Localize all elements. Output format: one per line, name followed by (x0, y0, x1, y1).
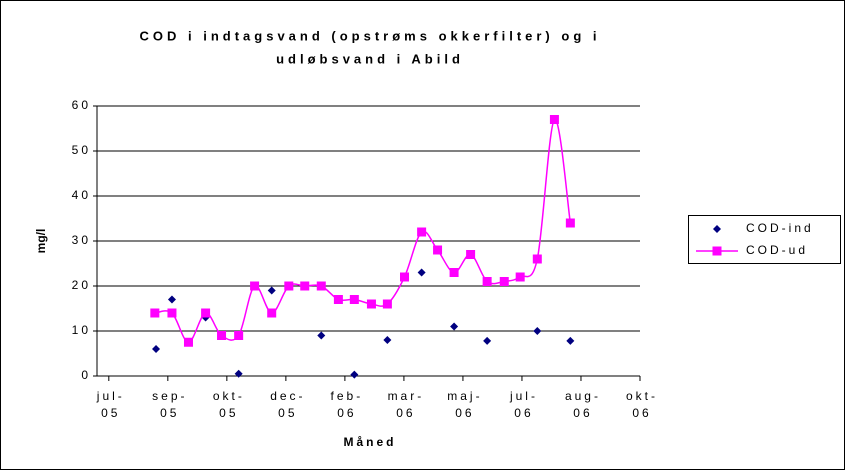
x-tick-label: okt-06 (625, 389, 658, 420)
marker (217, 331, 227, 340)
marker (183, 337, 193, 347)
marker (201, 308, 211, 318)
x-tick-label: maj-06 (447, 389, 483, 420)
marker (366, 299, 376, 309)
x-tick-label: sep-05 (152, 389, 188, 420)
marker (515, 272, 525, 282)
marker (549, 115, 559, 124)
marker (267, 286, 276, 295)
y-axis-title: mg/l (34, 229, 48, 254)
x-tick-label: jul-05 (96, 389, 125, 420)
legend-label: COD-ud (746, 243, 808, 257)
y-tick-label: 20 (72, 278, 91, 292)
marker (267, 308, 277, 318)
marker (167, 295, 176, 304)
marker (300, 281, 310, 291)
marker (383, 336, 392, 344)
y-tick-label: 50 (72, 143, 91, 157)
marker (400, 272, 410, 282)
legend-marker (713, 225, 721, 233)
chart-title: COD i indtagsvand (opstrøms okkerfilter)… (140, 28, 601, 43)
marker (150, 308, 160, 318)
marker (333, 295, 343, 304)
marker (382, 299, 392, 309)
marker (316, 281, 326, 291)
marker (533, 327, 542, 335)
legend-label: COD-ind (746, 221, 814, 235)
marker (449, 268, 459, 277)
series-line (154, 118, 572, 344)
x-tick-label: dec-05 (270, 389, 306, 420)
y-tick-label: 60 (72, 98, 91, 112)
marker (167, 308, 177, 318)
marker (234, 369, 243, 378)
marker (349, 295, 359, 304)
marker (450, 322, 459, 331)
marker (284, 281, 294, 291)
x-tick-label: mar-06 (387, 389, 425, 420)
marker (565, 218, 575, 228)
y-tick-label: 30 (72, 233, 91, 247)
chart-title: udløbsvand i Abild (276, 51, 464, 66)
y-tick-label: 10 (72, 323, 91, 337)
marker (482, 277, 492, 286)
x-tick-label: okt-05 (212, 389, 245, 420)
marker (433, 245, 443, 255)
marker (317, 331, 326, 340)
marker (466, 250, 476, 259)
x-axis-title: Måned (343, 435, 396, 449)
x-tick-label: feb-06 (330, 389, 364, 420)
y-tick-label: 40 (72, 188, 91, 202)
marker (532, 254, 542, 264)
legend-marker (712, 246, 722, 256)
marker (417, 227, 427, 237)
marker (483, 336, 492, 345)
x-tick-label: aug-06 (564, 389, 601, 420)
marker (152, 345, 161, 353)
marker (234, 331, 244, 340)
marker (566, 336, 575, 345)
marker (250, 281, 260, 291)
marker (417, 268, 426, 277)
marker (350, 370, 359, 379)
x-tick-label: jul-06 (509, 389, 538, 420)
y-tick-label: 0 (81, 368, 91, 382)
marker (499, 277, 509, 286)
